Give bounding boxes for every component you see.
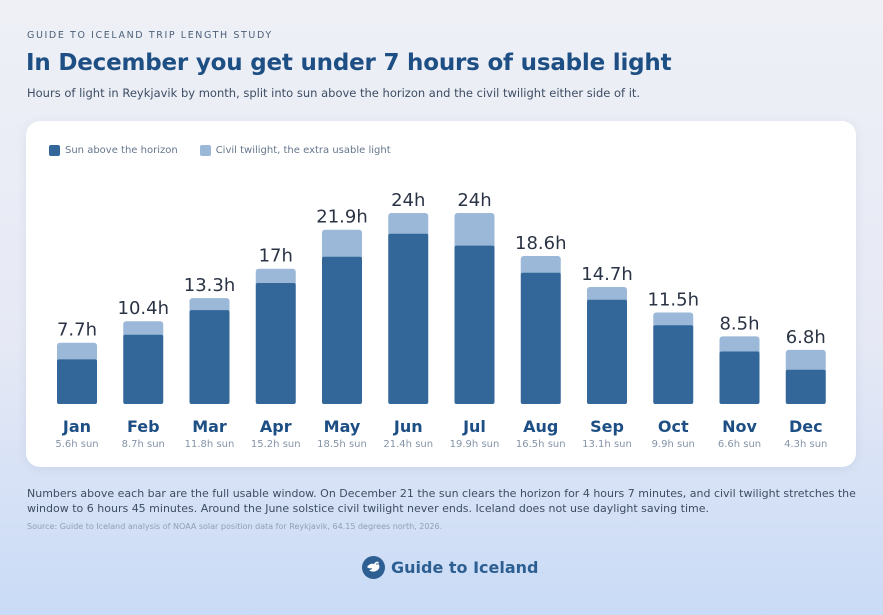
brand-logo: Guide to Iceland [362,556,539,579]
legend-swatch-sun [49,145,60,156]
value-label-oct: 11.5h [648,289,700,310]
bar-twilight-dec [785,349,826,374]
bar-sun-jun [388,233,429,404]
value-label-sep: 14.7h [581,264,633,285]
value-label-jan: 7.7h [57,320,97,341]
month-label-oct: Oct [658,417,689,436]
page-subtitle: Hours of light in Reykjavik by month, sp… [27,86,641,100]
value-label-may: 21.9h [316,207,368,228]
legend-label-twilight: Civil twilight, the extra usable light [215,145,391,156]
value-label-jun: 24h [391,190,425,211]
sun-label-dec: 4.3h sun [784,439,827,450]
sun-label-jul: 19.9h sun [450,439,500,450]
value-label-feb: 10.4h [118,298,170,319]
page-title: In December you get under 7 hours of usa… [26,50,672,76]
legend-swatch-twilight [199,145,211,156]
bird-icon [362,556,385,579]
legend-item-sun: Sun above the horizon [49,145,178,156]
bar-sun-jan [57,359,97,404]
legend: Sun above the horizon Civil twilight, th… [49,145,413,156]
chart-card: Sun above the horizon Civil twilight, th… [26,121,856,467]
bar-twilight-jun [388,213,429,238]
sun-label-jun: 21.4h sun [383,439,433,450]
footnote: Numbers above each bar are the full usab… [27,487,856,515]
stacked-bar-chart: 7.7h Jan 5.6h sun 10.4h Feb 8.7h sun 13.3h Mar 1… [55,190,827,450]
month-label-aug: Aug [523,417,558,436]
bar-sun-aug [520,272,561,404]
month-label-jan: Jan [62,417,91,436]
kicker: GUIDE TO ICELAND TRIP LENGTH STUDY [27,30,273,41]
bar-sun-may [322,256,362,404]
brand-name: Guide to Iceland [391,558,539,577]
bar-sun-oct [653,325,694,404]
sun-label-may: 18.5h sun [317,439,367,450]
bar-sun-jul [454,245,495,404]
sun-label-mar: 11.8h sun [185,439,235,450]
sun-label-aug: 16.5h sun [516,439,566,450]
bar-twilight-feb [123,321,164,339]
bar-sun-feb [123,334,164,404]
month-label-feb: Feb [127,417,160,436]
bar-sun-sep [587,299,627,404]
bar-sun-dec [785,369,826,404]
value-label-nov: 8.5h [719,313,759,334]
bar-twilight-jul [454,213,495,250]
value-label-dec: 6.8h [786,327,826,348]
month-label-dec: Dec [789,417,823,436]
sun-label-jan: 5.6h sun [55,439,98,450]
bar-twilight-may [322,229,362,261]
bar-twilight-jan [57,342,97,364]
month-label-mar: Mar [192,417,227,436]
bar-twilight-sep [587,287,627,304]
month-label-apr: Apr [260,417,292,436]
sun-label-apr: 15.2h sun [251,439,301,450]
legend-item-twilight: Civil twilight, the extra usable light [199,145,391,156]
month-label-jul: Jul [462,417,486,436]
bar-twilight-oct [653,312,694,330]
bar-sun-apr [255,283,296,404]
value-label-jul: 24h [457,190,491,211]
bar-twilight-apr [255,268,296,288]
bar-twilight-aug [520,255,561,277]
legend-label-sun: Sun above the horizon [65,145,178,156]
sun-label-sep: 13.1h sun [582,439,632,450]
month-label-sep: Sep [590,417,624,436]
month-label-may: May [324,417,361,436]
month-label-nov: Nov [722,417,757,436]
bar-sun-mar [189,310,230,404]
sun-label-nov: 6.6h sun [718,439,761,450]
bar-sun-nov [719,351,760,404]
value-label-apr: 17h [259,246,293,267]
source-note: Source: Guide to Iceland analysis of NOA… [27,522,443,531]
sun-label-feb: 8.7h sun [122,439,165,450]
month-label-jun: Jun [393,417,423,436]
value-label-mar: 13.3h [184,275,236,296]
value-label-aug: 18.6h [515,233,567,254]
sun-label-oct: 9.9h sun [652,439,695,450]
bar-twilight-nov [719,336,760,356]
